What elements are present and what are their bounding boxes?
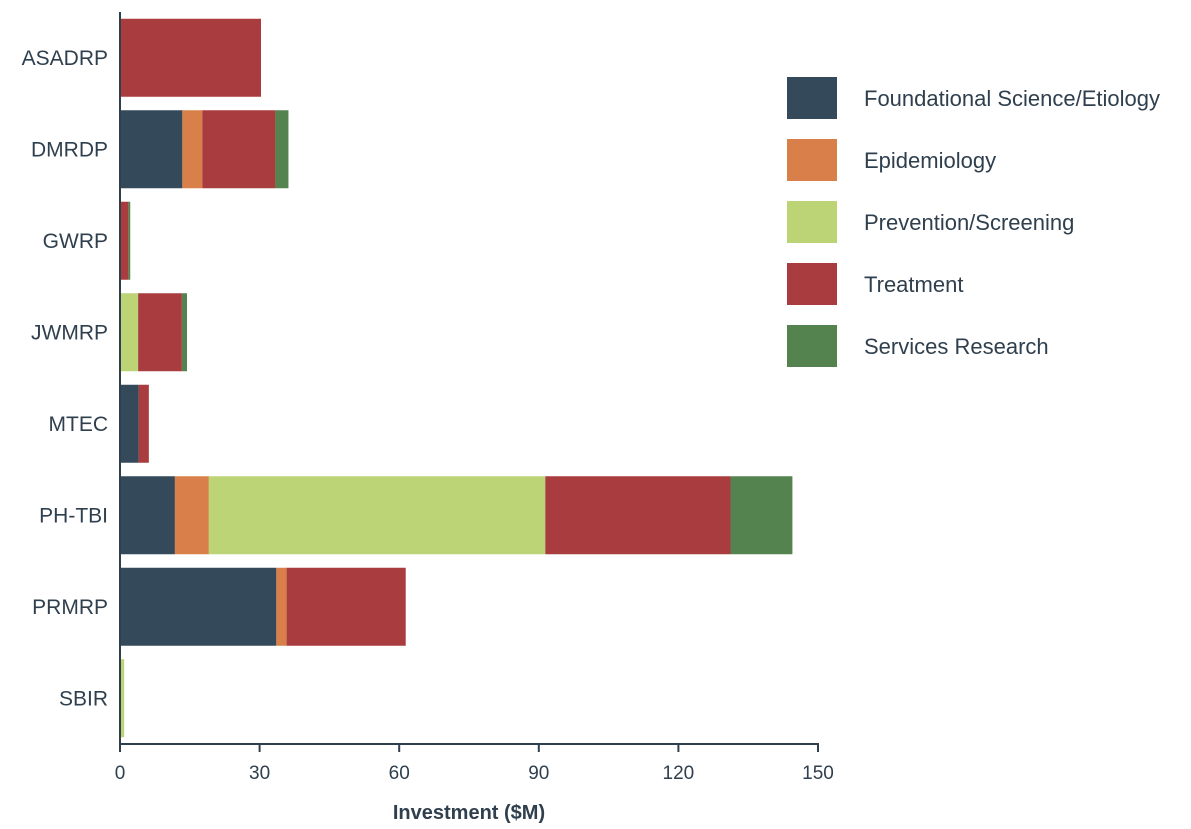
bar-gwrp-services-research — [128, 201, 131, 280]
legend-swatch-epidemiology — [787, 139, 837, 181]
x-tick-label: 60 — [389, 763, 410, 784]
legend-swatch-foundational-science-etiology — [787, 77, 837, 119]
bar-ph-tbi-treatment — [545, 476, 731, 555]
x-tick-label: 30 — [249, 763, 270, 784]
bar-sbir-prevention-screening — [120, 659, 125, 738]
bar-prmrp-epidemiology — [276, 567, 287, 646]
bar-prmrp-treatment — [286, 567, 406, 646]
category-label: DMRDP — [31, 138, 108, 161]
bar-jwmrp-treatment — [138, 293, 182, 372]
bar-asadrp-treatment — [120, 18, 261, 97]
category-label: ASADRP — [22, 47, 108, 70]
bar-gwrp-treatment — [120, 201, 129, 280]
legend-label-foundational-science-etiology: Foundational Science/Etiology — [864, 86, 1160, 111]
bar-layer — [120, 18, 793, 738]
x-tick-label: 150 — [802, 763, 834, 784]
bar-mtec-treatment — [138, 384, 149, 463]
bar-mtec-foundational-science-etiology — [120, 384, 139, 463]
x-tick-label: 120 — [663, 763, 695, 784]
legend-label-epidemiology: Epidemiology — [864, 148, 996, 173]
legend-label-services-research: Services Research — [864, 334, 1049, 359]
bar-ph-tbi-prevention-screening — [208, 476, 546, 555]
category-label: GWRP — [43, 230, 108, 253]
legend: Foundational Science/Etiology Epidemiolog… — [787, 77, 1160, 367]
x-axis-title: Investment ($M) — [393, 802, 545, 824]
legend-swatch-prevention-screening — [787, 201, 837, 243]
bar-prmrp-foundational-science-etiology — [120, 567, 277, 646]
category-label: MTEC — [49, 413, 109, 436]
bar-jwmrp-services-research — [181, 293, 188, 372]
legend-label-treatment: Treatment — [864, 272, 963, 297]
category-label: JWMRP — [31, 321, 108, 344]
category-label: SBIR — [59, 687, 108, 710]
x-axis-ticks: 0 30 60 90 120 150 — [115, 744, 834, 784]
bar-jwmrp-prevention-screening — [120, 293, 139, 372]
category-label: PRMRP — [32, 596, 108, 619]
bar-ph-tbi-services-research — [730, 476, 793, 555]
bar-dmrdp-foundational-science-etiology — [120, 110, 183, 189]
bar-dmrdp-epidemiology — [182, 110, 203, 189]
bar-ph-tbi-foundational-science-etiology — [120, 476, 175, 555]
x-tick-label: 0 — [115, 763, 126, 784]
bar-dmrdp-treatment — [202, 110, 276, 189]
category-label: PH-TBI — [39, 504, 108, 527]
x-tick-label: 90 — [528, 763, 549, 784]
bar-ph-tbi-epidemiology — [174, 476, 209, 555]
category-labels: ASADRP DMRDP GWRP JWMRP MTEC PH-TBI PRMRP SBIR — [22, 47, 108, 711]
legend-swatch-services-research — [787, 325, 837, 367]
legend-swatch-treatment — [787, 263, 837, 305]
bar-dmrdp-services-research — [275, 110, 289, 189]
legend-label-prevention-screening: Prevention/Screening — [864, 210, 1074, 235]
